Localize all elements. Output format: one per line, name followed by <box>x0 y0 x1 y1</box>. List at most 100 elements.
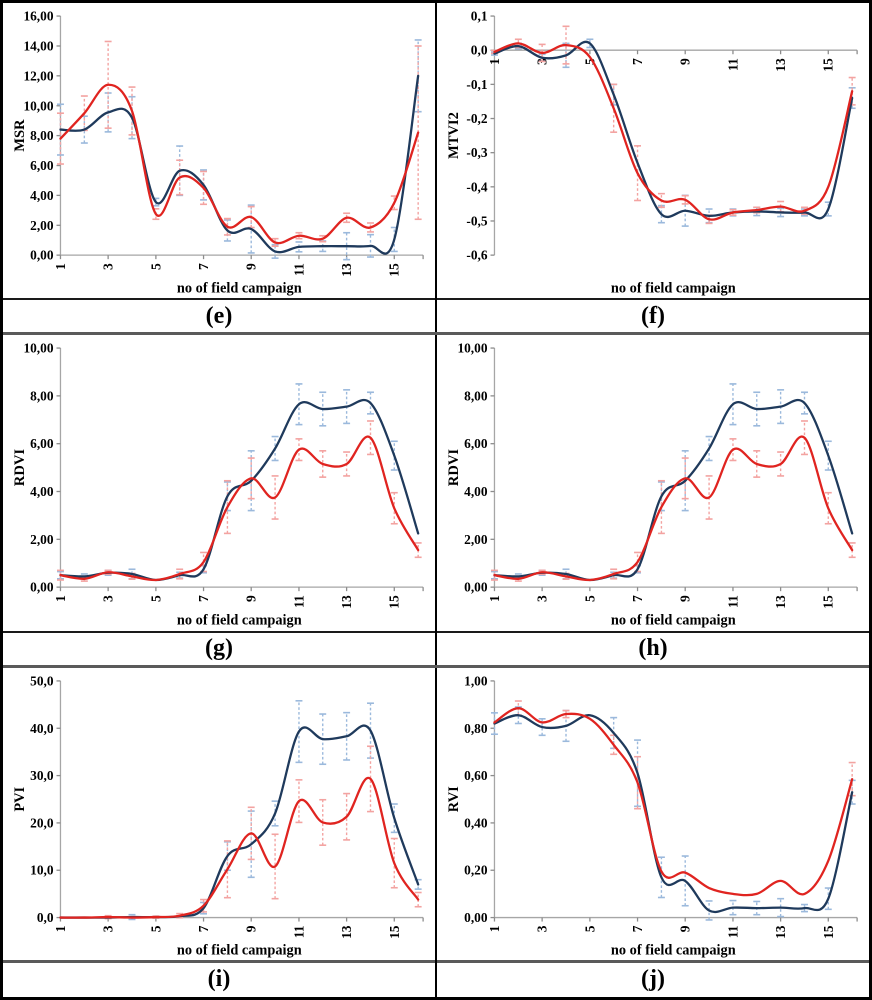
x-tick-label: 1 <box>487 58 502 65</box>
y-tick-label: 2,00 <box>30 532 54 547</box>
y-axis-title: RDVI <box>12 449 28 487</box>
panel-label-h: (h) <box>638 635 668 662</box>
chart-e: 0,00 2,00 4,00 6,00 8,00 10,00 12,00 14,00 16,00… <box>3 3 435 298</box>
x-tick-label: 1 <box>487 595 502 602</box>
y-axis: 0,00 2,00 4,00 6,00 8,00 10,00 12,00 14,00 16,00 <box>23 9 62 263</box>
chart-g: 0,00 2,00 4,00 6,00 8,00 10,00 1 3 5 7 9 11 13 15 no o… <box>3 335 435 630</box>
panel-label-strip-i: (i) <box>3 959 435 997</box>
series-blue-curve <box>59 724 420 919</box>
chart-svg-f: 0,10,0-0,1-0,2-0,3-0,4-0,5-0,61357911131… <box>446 9 858 296</box>
y-tick-label: 16,00 <box>23 9 53 24</box>
x-tick-label: 11 <box>292 595 307 608</box>
x-tick-label: 1 <box>53 263 68 270</box>
x-tick-label: 11 <box>292 263 307 276</box>
y-axis-title: MTVI2 <box>446 112 462 159</box>
y-axis: 0,00 2,00 4,00 6,00 8,00 10,00 <box>23 341 62 595</box>
x-tick-label: 5 <box>582 595 597 602</box>
x-tick-label: 9 <box>678 595 693 602</box>
y-tick-label: -0,1 <box>466 77 487 92</box>
x-tick-label: 9 <box>244 263 259 270</box>
error-bars-series-red <box>57 40 422 247</box>
y-tick-label: 12,00 <box>23 68 53 83</box>
x-tick-label: 5 <box>148 925 163 932</box>
x-axis-title: no of field campaign <box>611 613 736 629</box>
x-tick-label: 13 <box>339 263 354 277</box>
panel-e: 0,00 2,00 4,00 6,00 8,00 10,00 12,00 14,00 16,00… <box>3 3 437 333</box>
y-tick-label: 0,20 <box>464 862 488 877</box>
y-tick-label: 10,00 <box>23 98 53 113</box>
x-tick-label: 15 <box>387 925 402 939</box>
y-tick-label: 8,00 <box>30 389 54 404</box>
x-tick-label: 11 <box>291 925 306 938</box>
x-tick-label: 13 <box>773 595 788 609</box>
x-tick-label: 1 <box>487 925 502 932</box>
x-tick-label: 7 <box>630 58 645 65</box>
y-tick-label: 40,0 <box>30 720 54 735</box>
series-red-curve <box>493 42 854 221</box>
panel-label-e: (e) <box>205 302 233 329</box>
panel-g: 0,00 2,00 4,00 6,00 8,00 10,00 1 3 5 7 9 11 13 15 no o… <box>3 335 437 665</box>
y-tick-label: 0,00 <box>30 580 54 595</box>
y-axis-title: RVI <box>446 786 462 812</box>
x-tick-label: 1 <box>53 595 68 602</box>
y-tick-label: 30,0 <box>30 768 54 783</box>
y-tick-label: 0,80 <box>464 720 488 735</box>
y-tick-label: 4,00 <box>30 484 54 499</box>
chart-j: 0,00 0,20 0,40 0,60 0,80 1,00 1 3 5 7 9 11 13 15 no of… <box>437 668 869 960</box>
x-axis-title: no of field campaign <box>611 942 736 958</box>
y-axis: 0,0 10,0 20,0 30,0 40,0 50,0 <box>30 673 62 925</box>
x-tick-label: 15 <box>387 263 402 277</box>
chart-f: 0,10,0-0,1-0,2-0,3-0,4-0,5-0,61357911131… <box>437 3 869 298</box>
series-blue-curve <box>493 40 854 220</box>
y-axis-title: RDVI <box>446 449 462 487</box>
x-tick-label: 3 <box>535 595 550 602</box>
chart-i: 0,0 10,0 20,0 30,0 40,0 50,0 1 3 5 7 9 11 13 15 no of … <box>3 668 435 960</box>
x-axis-title: no of field campaign <box>611 280 736 296</box>
panel-label-strip-g: (g) <box>3 630 435 665</box>
x-tick-label: 13 <box>773 925 788 939</box>
x-tick-label: 7 <box>630 925 645 932</box>
y-tick-label: 6,00 <box>464 436 488 451</box>
y-tick-label: 10,00 <box>457 341 487 356</box>
y-tick-label: 4,00 <box>464 484 488 499</box>
y-tick-label: 8,00 <box>30 128 54 143</box>
series-red-curve <box>493 435 854 582</box>
series-red-curve <box>59 776 420 919</box>
y-tick-label: 0,60 <box>464 768 488 783</box>
y-axis: 0,00 0,20 0,40 0,60 0,80 1,00 <box>464 673 496 925</box>
x-tick-label: 5 <box>148 263 163 270</box>
figure-row-3: 0,0 10,0 20,0 30,0 40,0 50,0 1 3 5 7 9 11 13 15 no of … <box>3 667 869 997</box>
y-tick-label: -0,6 <box>466 248 487 263</box>
panel-label-f: (f) <box>641 302 665 329</box>
y-tick-label: -0,5 <box>466 213 487 228</box>
x-tick-label: 7 <box>196 925 211 932</box>
y-tick-label: 0,00 <box>30 248 54 263</box>
error-bars-series-red <box>514 699 856 810</box>
x-tick-label: 5 <box>148 595 163 602</box>
series-red-curve <box>59 435 420 582</box>
x-tick-label: 15 <box>387 595 402 609</box>
y-tick-label: 2,00 <box>464 532 488 547</box>
x-axis-title: no of field campaign <box>177 613 302 629</box>
chart-h: 0,00 2,00 4,00 6,00 8,00 10,00 1 3 5 7 9 11 13 15 no o… <box>437 335 869 630</box>
x-tick-label: 13 <box>773 58 788 72</box>
error-bars-series-red <box>491 420 856 583</box>
y-tick-label: 6,00 <box>30 436 54 451</box>
y-tick-label: -0,2 <box>466 111 487 126</box>
series-blue-curve <box>493 713 854 913</box>
x-tick-label: 7 <box>196 263 211 270</box>
y-tick-label: 6,00 <box>30 158 54 173</box>
x-tick-label: 11 <box>725 925 740 938</box>
y-axis: 0,00 2,00 4,00 6,00 8,00 10,00 <box>457 341 496 595</box>
panel-label-i: (i) <box>207 966 231 993</box>
panel-h: 0,00 2,00 4,00 6,00 8,00 10,00 1 3 5 7 9 11 13 15 no o… <box>437 335 869 665</box>
x-tick-label: 15 <box>821 58 836 72</box>
x-tick-label: 3 <box>101 595 116 602</box>
y-tick-label: 2,00 <box>30 218 54 233</box>
y-tick-label: 0,00 <box>464 580 488 595</box>
